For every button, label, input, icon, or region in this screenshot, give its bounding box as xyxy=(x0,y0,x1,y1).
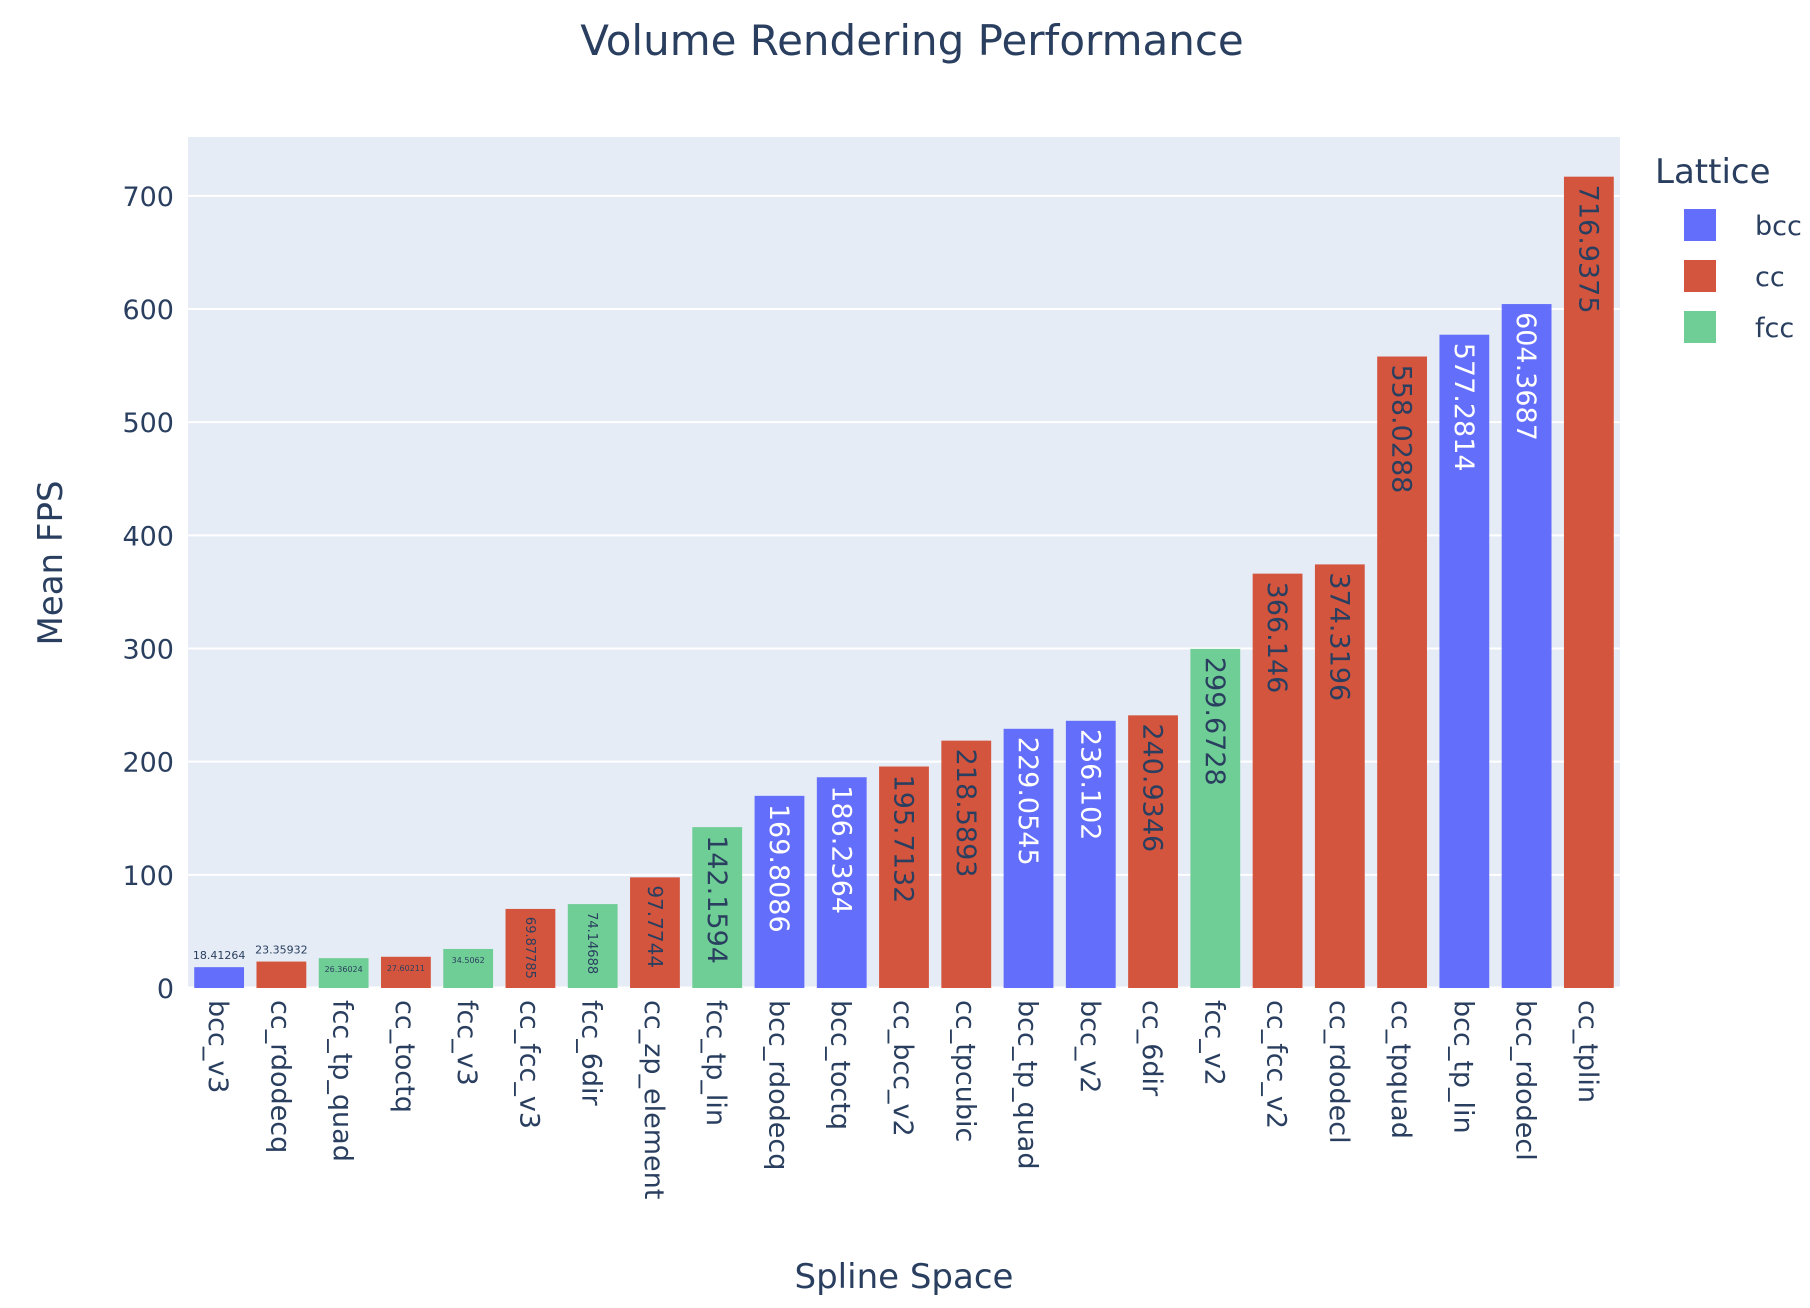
y-tick-label: 600 xyxy=(122,295,174,326)
x-axis-ticks: bcc_v3 cc_rdodecq fcc_tp_quad cc_toctq fcc_v… xyxy=(202,1000,1603,1199)
bars xyxy=(194,176,1614,989)
bar-cc_rdodecq xyxy=(256,961,307,988)
x-tick-label: bcc_rdodecl xyxy=(1510,1000,1541,1161)
bar-bcc_rdodecq xyxy=(754,795,805,988)
bar-cc_6dir xyxy=(1128,715,1178,988)
x-tick-label: bcc_v3 xyxy=(202,1000,233,1094)
bar-value-label: 229.0545 xyxy=(1012,737,1043,866)
bar-value-label: 27.60211 xyxy=(387,964,425,973)
x-tick-label: fcc_tp_quad xyxy=(327,1000,358,1162)
y-axis-title: Mean FPS xyxy=(31,480,71,645)
bar-bcc_tp_quad xyxy=(1003,728,1054,988)
bar-bcc_v2 xyxy=(1065,720,1116,988)
bar-fcc_6dir xyxy=(567,904,618,988)
bar-value-label: 218.5893 xyxy=(950,749,981,878)
bar-value-label: 604.3687 xyxy=(1510,312,1541,441)
bar-value-label: 186.2364 xyxy=(825,785,856,914)
x-tick-label: fcc_v3 xyxy=(451,1000,482,1086)
bar-cc_tplin xyxy=(1563,176,1614,988)
bar-cc_bcc_v2 xyxy=(879,766,929,988)
bar-value-label: 558.0288 xyxy=(1386,365,1417,494)
legend-swatch-cc[interactable] xyxy=(1684,260,1716,292)
bar-value-label: 716.9375 xyxy=(1572,185,1603,314)
bar-value-label: 299.6728 xyxy=(1199,657,1230,786)
x-tick-label: fcc_v2 xyxy=(1198,1000,1229,1086)
bar-fcc_tp_lin xyxy=(692,827,743,988)
bar-fcc_v3 xyxy=(443,948,494,988)
bar-value-label: 169.8086 xyxy=(763,804,794,933)
x-tick-label: cc_6dir xyxy=(1136,1000,1167,1097)
bar-value-label: 97.7744 xyxy=(643,885,667,968)
y-tick-label: 0 xyxy=(157,974,174,1005)
bar-bcc_v3 xyxy=(194,967,245,988)
x-tick-label: bcc_rdodecq xyxy=(762,1000,793,1170)
legend-label-bcc[interactable]: bcc xyxy=(1755,211,1802,242)
x-tick-label: bcc_v2 xyxy=(1074,1000,1105,1094)
x-tick-label: cc_rdodecq xyxy=(264,1000,295,1153)
bar-fcc_v2 xyxy=(1190,648,1241,988)
bar-cc_zp_element xyxy=(630,877,680,988)
bar-value-label: 577.2814 xyxy=(1448,343,1479,472)
legend-label-cc[interactable]: cc xyxy=(1755,262,1785,293)
bar-value-label: 142.1594 xyxy=(701,835,732,964)
legend-label-fcc[interactable]: fcc xyxy=(1755,313,1794,344)
bar-cc_tpquad xyxy=(1377,356,1427,988)
bar-value-label: 374.3196 xyxy=(1323,572,1354,701)
x-tick-label: cc_fcc_v2 xyxy=(1261,1000,1292,1129)
legend: Lattice bcc cc fcc xyxy=(1655,152,1802,344)
x-tick-label: cc_tplin xyxy=(1572,1000,1603,1103)
bar-cc_toctq xyxy=(381,956,431,988)
bar-cc_tpcubic xyxy=(941,740,992,988)
x-tick-label: bcc_tp_quad xyxy=(1012,1000,1043,1170)
bar-value-label: 240.9346 xyxy=(1137,723,1168,852)
bar-bcc_tp_lin xyxy=(1439,334,1490,989)
x-tick-label: fcc_6dir xyxy=(576,1000,607,1107)
bar-value-label: 236.102 xyxy=(1074,729,1105,841)
legend-swatch-fcc[interactable] xyxy=(1684,311,1716,343)
bar-value-label: 26.36024 xyxy=(325,965,363,974)
y-tick-label: 200 xyxy=(122,748,174,779)
bar-cc_fcc_v3 xyxy=(505,908,556,988)
x-tick-label: bcc_toctq xyxy=(825,1000,856,1130)
bar-labels: 18.41264 23.35932 26.36024 27.60211 34.5062 6… xyxy=(193,185,1604,979)
x-tick-label: cc_bcc_v2 xyxy=(887,1000,918,1137)
bar-value-label: 18.41264 xyxy=(193,949,246,962)
bar-value-label: 69.87785 xyxy=(522,917,537,979)
x-tick-label: fcc_tp_lin xyxy=(700,1000,731,1126)
x-tick-label: bcc_tp_lin xyxy=(1447,1000,1478,1134)
x-tick-label: cc_zp_element xyxy=(638,1000,669,1199)
x-tick-label: cc_rdodecl xyxy=(1323,1000,1354,1144)
bar-value-label: 34.5062 xyxy=(452,956,485,965)
bar-value-label: 195.7132 xyxy=(888,775,919,904)
legend-title: Lattice xyxy=(1655,152,1771,192)
y-tick-label: 100 xyxy=(122,861,174,892)
y-tick-label: 700 xyxy=(122,182,174,213)
x-tick-label: cc_tpquad xyxy=(1385,1000,1416,1139)
y-axis-ticks: 0 100 200 300 400 500 600 700 xyxy=(122,182,174,1005)
bar-value-label: 366.146 xyxy=(1261,582,1292,694)
bar-cc_fcc_v2 xyxy=(1252,573,1303,988)
bar-fcc_tp_quad xyxy=(318,958,369,988)
legend-swatch-bcc[interactable] xyxy=(1684,209,1716,241)
x-axis-title: Spline Space xyxy=(795,1257,1014,1297)
x-tick-label: cc_tpcubic xyxy=(949,1000,980,1142)
bar-bcc_rdodecl xyxy=(1501,304,1552,989)
y-tick-label: 300 xyxy=(122,635,174,666)
bar-value-label: 23.35932 xyxy=(255,944,308,957)
bar-value-label: 74.14688 xyxy=(584,912,599,974)
y-tick-label: 500 xyxy=(122,408,174,439)
bar-cc_rdodecl xyxy=(1314,564,1365,988)
y-tick-label: 400 xyxy=(122,521,174,552)
bar-bcc_toctq xyxy=(816,777,867,988)
x-tick-label: cc_fcc_v3 xyxy=(513,1000,544,1129)
x-tick-label: cc_toctq xyxy=(389,1000,420,1113)
chart-title: Volume Rendering Performance xyxy=(580,16,1244,65)
